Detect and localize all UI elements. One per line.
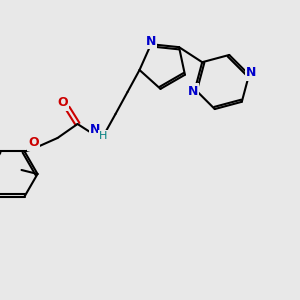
Text: O: O — [28, 136, 39, 149]
Text: N: N — [90, 124, 101, 136]
Text: H: H — [99, 131, 108, 141]
Text: N: N — [146, 35, 156, 48]
Text: N: N — [188, 85, 198, 98]
Text: N: N — [246, 66, 256, 79]
Text: O: O — [57, 97, 68, 110]
